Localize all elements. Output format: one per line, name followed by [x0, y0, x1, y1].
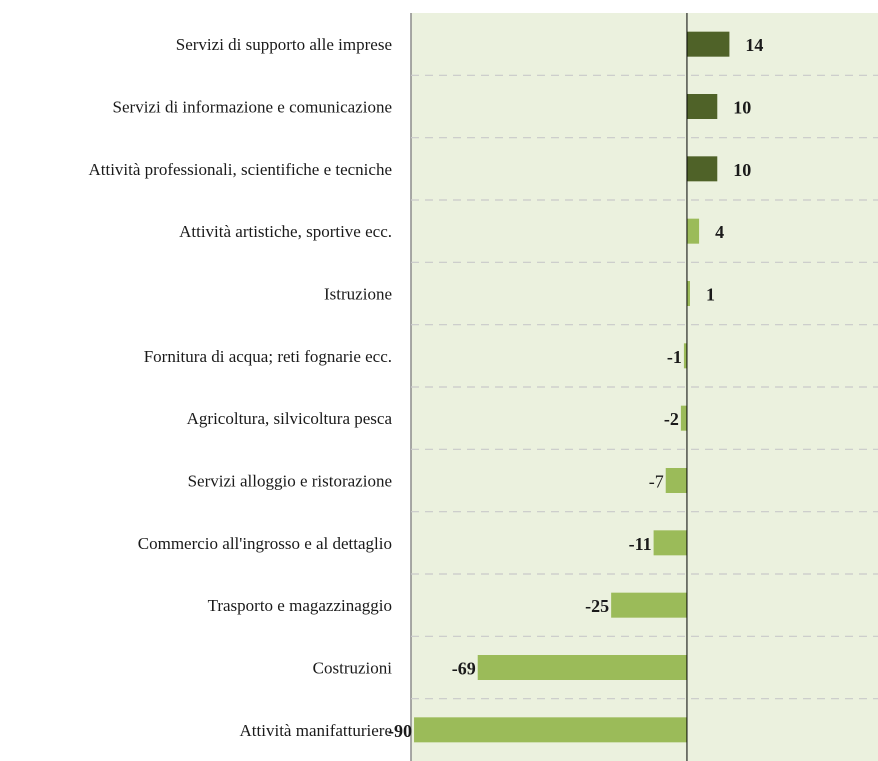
category-label: Agricoltura, silvicoltura pesca [187, 409, 393, 428]
bar [477, 655, 687, 680]
data-label: -11 [629, 534, 652, 554]
data-label: -25 [585, 596, 609, 616]
bar [683, 343, 687, 369]
category-label: Commercio all'ingrosso e al dettaglio [138, 534, 392, 553]
data-label: -2 [664, 409, 679, 429]
data-label: 10 [733, 160, 751, 180]
bar [686, 94, 718, 119]
category-label: Servizi di supporto alle imprese [176, 35, 392, 54]
category-label: Servizi alloggio e ristorazione [188, 472, 392, 491]
category-label: Fornitura di acqua; reti fognarie ecc. [144, 347, 392, 366]
data-label: -1 [667, 347, 682, 367]
bar [653, 530, 687, 556]
data-label: 14 [745, 35, 763, 55]
data-label: 1 [706, 285, 715, 305]
data-label: -90 [388, 721, 412, 741]
data-label: 10 [733, 98, 751, 118]
category-label: Servizi di informazione e comunicazione [113, 98, 392, 117]
bar [686, 281, 690, 306]
category-label: Istruzione [324, 285, 392, 304]
bar [686, 218, 700, 244]
category-label: Attività manifatturiere [240, 721, 392, 740]
data-label: 4 [715, 222, 724, 242]
bar [665, 468, 687, 493]
category-label: Costruzioni [313, 659, 393, 678]
bar [686, 31, 730, 57]
bar [611, 592, 687, 618]
category-label: Attività artistiche, sportive ecc. [179, 222, 392, 241]
data-label: -69 [452, 659, 476, 679]
category-label: Trasporto e magazzinaggio [208, 596, 392, 615]
bar [414, 717, 687, 743]
data-label: -7 [649, 472, 664, 492]
bar [686, 156, 718, 182]
category-label: Attività professionali, scientifiche e t… [88, 160, 392, 179]
bar [680, 405, 687, 431]
